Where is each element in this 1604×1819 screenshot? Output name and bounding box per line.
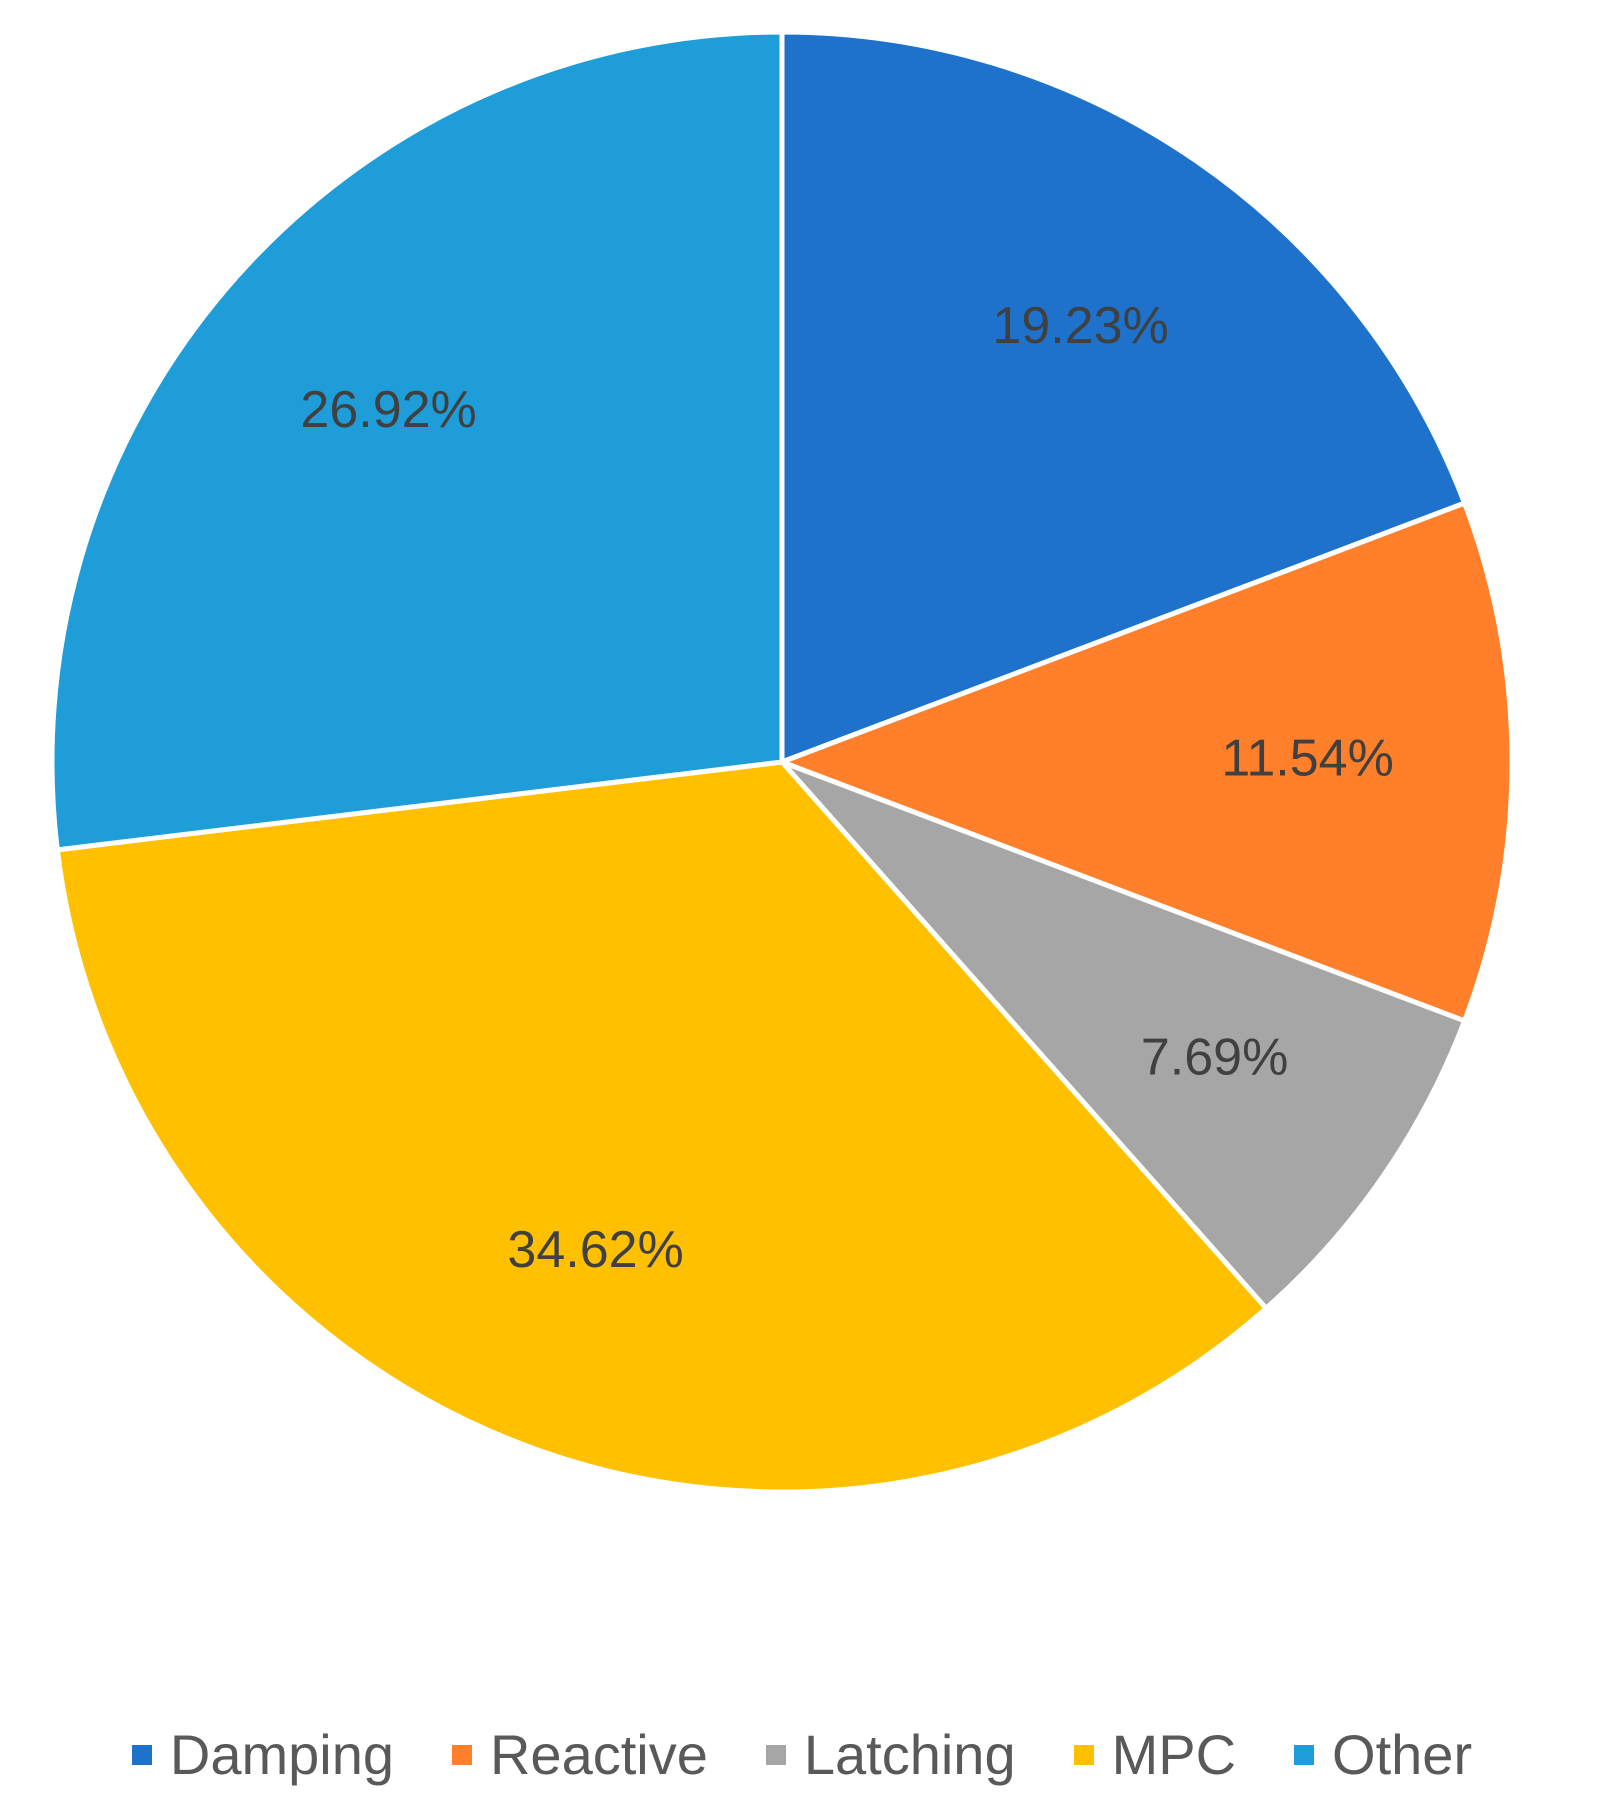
legend-swatch — [1073, 1745, 1094, 1765]
legend-swatch — [765, 1745, 786, 1765]
legend-swatch — [131, 1745, 152, 1765]
pie-slice-other — [49, 29, 785, 853]
pie-slice-damping — [779, 29, 1468, 765]
pie-slice-mpc — [54, 759, 1269, 1495]
pie-slice-latching — [779, 759, 1468, 1311]
data-label-latching: 7.69% — [1141, 1028, 1288, 1086]
legend-item-mpc: MPC — [1073, 1723, 1237, 1786]
data-label-reactive: 11.54% — [1221, 730, 1394, 788]
legend-label: Other — [1332, 1723, 1473, 1786]
chart-legend: Damping Reactive Latching MPC Other — [0, 1720, 1604, 1790]
pie-slice-reactive — [779, 500, 1515, 1024]
legend-label: Reactive — [489, 1723, 708, 1786]
legend-item-other: Other — [1294, 1727, 1472, 1783]
legend-label: Damping — [169, 1723, 394, 1786]
legend-swatch — [451, 1745, 472, 1765]
pie-slices — [49, 29, 1515, 1495]
data-label-mpc: 34.62% — [507, 1221, 683, 1279]
legend-label: Latching — [803, 1723, 1016, 1786]
data-label-damping: 19.23% — [992, 297, 1168, 355]
legend-item-damping: Damping — [131, 1723, 394, 1786]
pie-data-labels: 19.23% 11.54% 7.69% 34.62% 26.92% — [300, 297, 1393, 1279]
legend-item-reactive: Reactive — [451, 1723, 708, 1786]
legend-label: MPC — [1111, 1723, 1237, 1786]
legend-swatch — [1294, 1745, 1315, 1765]
data-label-other: 26.92% — [300, 381, 476, 439]
legend-item-latching: Latching — [765, 1723, 1016, 1786]
